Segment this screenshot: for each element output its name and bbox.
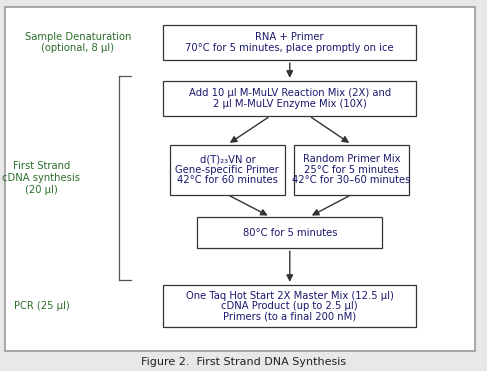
Text: Sample Denaturation
(optional, 8 µl): Sample Denaturation (optional, 8 µl) — [25, 32, 131, 53]
Text: Figure 2.  First Strand DNA Synthesis: Figure 2. First Strand DNA Synthesis — [141, 357, 346, 367]
Text: Gene-specific Primer: Gene-specific Primer — [175, 165, 280, 174]
Text: 2 µl M-MuLV Enzyme Mix (10X): 2 µl M-MuLV Enzyme Mix (10X) — [213, 99, 367, 108]
Text: 42°C for 30–60 minutes: 42°C for 30–60 minutes — [292, 175, 411, 185]
FancyBboxPatch shape — [163, 25, 416, 60]
Text: RNA + Primer: RNA + Primer — [256, 33, 324, 42]
FancyBboxPatch shape — [163, 285, 416, 328]
Text: 70°C for 5 minutes, place promptly on ice: 70°C for 5 minutes, place promptly on ic… — [186, 43, 394, 53]
Text: 80°C for 5 minutes: 80°C for 5 minutes — [243, 228, 337, 237]
FancyBboxPatch shape — [163, 81, 416, 116]
FancyBboxPatch shape — [5, 7, 475, 351]
FancyBboxPatch shape — [197, 217, 382, 249]
Text: Primers (to a final 200 nM): Primers (to a final 200 nM) — [223, 312, 356, 321]
Text: One Taq Hot Start 2X Master Mix (12.5 µl): One Taq Hot Start 2X Master Mix (12.5 µl… — [186, 291, 393, 301]
Text: First Strand
cDNA synthesis
(20 µl): First Strand cDNA synthesis (20 µl) — [2, 161, 80, 195]
FancyBboxPatch shape — [170, 144, 284, 194]
Text: cDNA Product (up to 2.5 µl): cDNA Product (up to 2.5 µl) — [222, 301, 358, 311]
FancyBboxPatch shape — [294, 144, 409, 194]
Text: Random Primer Mix: Random Primer Mix — [303, 154, 400, 164]
Text: Add 10 µl M-MuLV Reaction Mix (2X) and: Add 10 µl M-MuLV Reaction Mix (2X) and — [188, 88, 391, 98]
Text: d(T)₂₃VN or: d(T)₂₃VN or — [200, 154, 255, 164]
Text: PCR (25 µl): PCR (25 µl) — [14, 301, 69, 311]
Text: 25°C for 5 minutes: 25°C for 5 minutes — [304, 165, 399, 174]
Text: 42°C for 60 minutes: 42°C for 60 minutes — [177, 175, 278, 185]
